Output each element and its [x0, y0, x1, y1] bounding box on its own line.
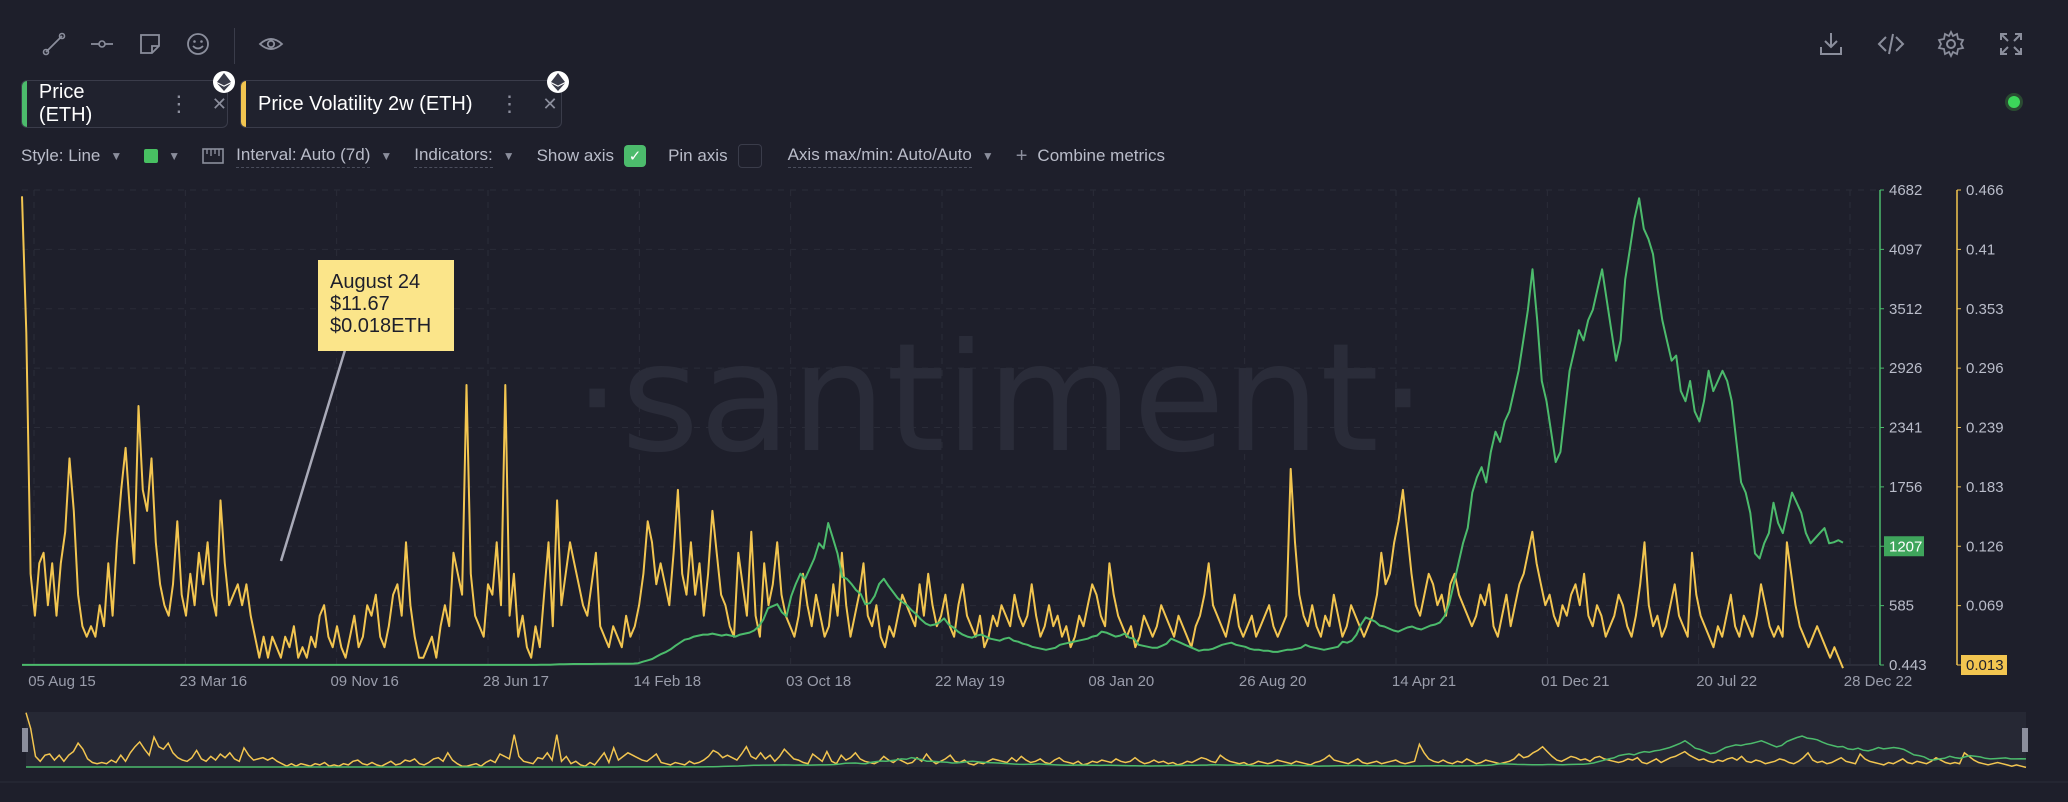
price-last-value-label: 1207 [1889, 538, 1922, 555]
price-axis-label: 4682 [1889, 182, 1922, 199]
x-tick-label: 20 Jul 22 [1696, 673, 1757, 690]
x-tick-label: 26 Aug 20 [1239, 673, 1307, 690]
download-icon[interactable] [1810, 28, 1852, 60]
actions-toolbar [1810, 28, 2032, 60]
x-tick-label: 28 Jun 17 [483, 673, 549, 690]
metric-color-bar [241, 81, 246, 127]
metric-label: Price (ETH) [38, 81, 93, 126]
combine-metrics-button[interactable]: + Combine metrics [1016, 145, 1165, 168]
interval-label: Interval: Auto (7d) [236, 145, 371, 168]
x-tick-label: 08 Jan 20 [1088, 673, 1154, 690]
chevron-down-icon: ▼ [168, 149, 181, 163]
axis-maxmin-select[interactable]: Axis max/min: Auto/Auto ▼ [787, 145, 994, 168]
close-icon[interactable]: ✕ [211, 93, 227, 114]
volatility-axis-label: 0.296 [1966, 360, 2004, 377]
chart-settings-row: Style: Line ▼ ▼ Interval: Auto (7d) ▼ Indi… [21, 144, 1187, 168]
price-axis-label: 3512 [1889, 301, 1922, 318]
x-tick-label: 14 Apr 21 [1392, 673, 1456, 690]
show-axis-checkbox[interactable]: ✓ [624, 145, 647, 167]
volatility-axis-label: 0.353 [1966, 301, 2004, 318]
navigator-background [26, 712, 2026, 767]
price-last-value-badge [1884, 536, 1924, 557]
interval-select[interactable]: Interval: Auto (7d) ▼ [202, 145, 392, 168]
metric-label: Price Volatility 2w (ETH) [258, 92, 473, 115]
show-axis-toggle[interactable]: Show axis ✓ [536, 145, 647, 167]
volatility-axis-label: 0.069 [1966, 598, 2004, 615]
navigator-left-handle [22, 728, 28, 752]
annotation-price-usd: $11.67 [330, 293, 390, 315]
watermark: ·santiment· [573, 312, 1426, 486]
drawing-toolbar [30, 28, 295, 64]
navigator-line-price [26, 735, 2027, 768]
price-axis-label: 585 [1889, 598, 1914, 615]
pin-axis-checkbox[interactable] [737, 144, 762, 168]
live-status-indicator [2008, 96, 2020, 108]
style-label: Style: Line [21, 146, 101, 165]
plus-icon: + [1015, 144, 1028, 167]
volatility-last-value-label: 0.013 [1966, 657, 2004, 674]
more-options-icon[interactable]: ⋮ [167, 91, 190, 116]
annotation-box [318, 260, 454, 351]
price-axis-label: 0.443 [1889, 657, 1927, 674]
annotation-pointer [279, 349, 347, 562]
x-tick-label: 14 Feb 18 [634, 673, 702, 690]
volatility-axis-label: 0.183 [1966, 479, 2004, 496]
x-tick-label: 23 Mar 16 [180, 673, 248, 690]
axis-maxmin-label: Axis max/min: Auto/Auto [787, 145, 972, 168]
indicators-label: Indicators: [414, 145, 493, 168]
show-axis-label: Show axis [536, 146, 615, 165]
x-tick-label: 09 Nov 16 [330, 673, 398, 690]
line-tool-icon[interactable] [30, 28, 78, 60]
metric-color-bar [22, 81, 27, 127]
volatility-last-value-badge [1961, 655, 2007, 675]
price-axis-label: 2926 [1889, 360, 1922, 377]
chevron-down-icon: ▼ [110, 149, 123, 163]
settings-icon[interactable] [1930, 28, 1972, 60]
volatility-axis-label: 0.239 [1966, 420, 2004, 437]
series-line-price-volatility [21, 196, 1844, 669]
fullscreen-icon[interactable] [1990, 28, 2032, 60]
metric-chip-volatility[interactable]: Price Volatility 2w (ETH) ⋮ ✕ [240, 80, 562, 128]
pin-axis-toggle[interactable]: Pin axis [668, 144, 762, 168]
x-tick-label: 05 Aug 15 [28, 673, 96, 690]
more-options-icon[interactable]: ⋮ [498, 91, 521, 116]
ethereum-icon [547, 71, 569, 93]
x-tick-label: 22 May 19 [935, 673, 1005, 690]
chevron-down-icon: ▼ [380, 149, 393, 163]
navigator-line-volatility [25, 712, 2027, 769]
style-select[interactable]: Style: Line ▼ [21, 146, 122, 166]
ruler-icon [202, 148, 224, 164]
indicators-select[interactable]: Indicators: ▼ [414, 145, 515, 168]
x-tick-label: 28 Dec 22 [1844, 673, 1912, 690]
volatility-axis-label: 0.466 [1966, 182, 2004, 199]
combine-metrics-label: Combine metrics [1037, 146, 1165, 165]
price-axis-label: 4097 [1889, 241, 1922, 258]
chevron-down-icon: ▼ [981, 149, 994, 163]
annotation-date: August 24 [330, 271, 420, 293]
eye-icon[interactable] [247, 28, 295, 60]
chevron-down-icon: ▼ [502, 149, 515, 163]
note-icon[interactable] [126, 28, 174, 60]
pin-axis-label: Pin axis [668, 146, 728, 165]
x-tick-label: 01 Dec 21 [1541, 673, 1609, 690]
series-line-price [22, 197, 1844, 666]
metric-chip-price[interactable]: Price (ETH) ⋮ ✕ [21, 80, 228, 128]
color-select[interactable]: ▼ [144, 149, 180, 163]
price-axis-label: 1756 [1889, 479, 1922, 496]
ethereum-icon [213, 71, 235, 93]
close-icon[interactable]: ✕ [542, 93, 558, 114]
navigator-right-handle [2022, 728, 2028, 752]
price-axis-label: 2341 [1889, 420, 1922, 437]
volatility-axis-label: 0.41 [1966, 241, 1995, 258]
annotation-price-eth: $0.018ETH [330, 315, 431, 337]
volatility-axis-label: 0.126 [1966, 538, 2004, 555]
emoji-icon[interactable] [174, 28, 222, 60]
color-swatch [144, 149, 159, 163]
toolbar-divider [234, 28, 235, 64]
x-tick-label: 03 Oct 18 [786, 673, 851, 690]
embed-code-icon[interactable] [1870, 28, 1912, 60]
horizontal-ray-icon[interactable] [78, 28, 126, 60]
